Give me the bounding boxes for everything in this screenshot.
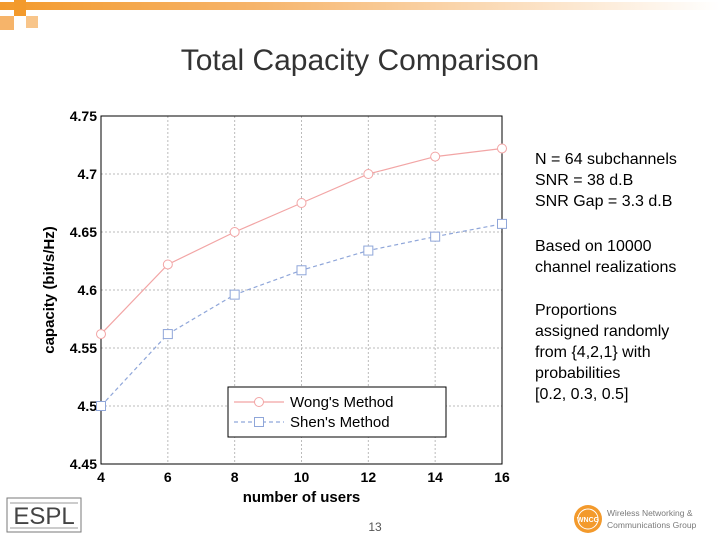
y-tick-label: 4.5 [78, 398, 98, 414]
x-tick-label: 10 [294, 469, 310, 485]
page-number: 13 [368, 520, 382, 534]
note-parameters: N = 64 subchannels SNR = 38 d.B SNR Gap … [535, 149, 677, 212]
legend-box [227, 386, 447, 438]
data-point-shen [296, 265, 307, 276]
data-point-shen [363, 245, 374, 256]
plot-frame [100, 115, 503, 465]
wncg-logo-line1: Wireless Networking & [607, 508, 693, 518]
slide-title: Total Capacity Comparison [180, 44, 540, 77]
y-tick-label: 4.55 [70, 340, 97, 356]
y-tick-label: 4.45 [70, 456, 97, 472]
note-realizations: Based on 10000 channel realizations [535, 236, 676, 278]
x-tick-label: 14 [427, 469, 443, 485]
note-line: SNR Gap = 3.3 d.B [535, 193, 673, 210]
data-point-shen [96, 401, 106, 411]
legend-marker-square [254, 417, 264, 427]
y-axis-label: capacity (bit/s/Hz) [41, 226, 58, 354]
note-line: Proportions [535, 302, 617, 319]
data-point-shen [430, 231, 441, 242]
note-line: SNR = 38 d.B [535, 172, 634, 189]
note-proportions: Proportions assigned randomly from {4,2,… [535, 300, 669, 405]
note-line: [0.2, 0.3, 0.5] [535, 386, 629, 403]
data-point-shen [162, 329, 173, 340]
legend-entry: Wong's Method [290, 394, 393, 411]
wncg-logo: WNCG Wireless Networking & Communication… [574, 505, 697, 533]
note-line: Based on 10000 [535, 238, 652, 255]
data-point-shen [497, 218, 507, 229]
data-point-wong [96, 329, 106, 340]
data-point-wong [296, 198, 307, 208]
y-tick-label: 4.65 [70, 224, 97, 240]
data-point-wong [162, 259, 173, 270]
data-point-shen [229, 289, 240, 300]
y-tick-label: 4.6 [78, 282, 98, 298]
legend-marker-circle [254, 397, 264, 407]
x-axis-label: number of users [243, 489, 361, 506]
y-tick-label: 4.75 [70, 108, 97, 124]
x-tick-label: 6 [164, 469, 172, 485]
y-tick-label: 4.7 [78, 166, 98, 182]
note-line: assigned randomly [535, 323, 670, 340]
top-decoration-bar [0, 0, 720, 30]
capacity-line-chart: 4 6 8 10 12 14 16 4.45 4.5 4.55 4.6 4.65 4.7 4.75 numb… [41, 108, 510, 506]
note-line: from {4,2,1} with [535, 344, 651, 361]
x-tick-label: 16 [494, 469, 510, 485]
x-tick-label: 4 [97, 469, 105, 485]
x-tick-label: 8 [231, 469, 239, 485]
data-point-wong [229, 227, 240, 237]
espl-logo-text: ESPL [13, 503, 74, 530]
data-point-wong [497, 143, 507, 154]
x-tick-label: 12 [361, 469, 377, 485]
espl-logo: ESPL [6, 497, 82, 533]
note-line: channel realizations [535, 259, 677, 276]
legend-entry: Shen's Method [290, 414, 390, 431]
note-line: probabilities [535, 365, 621, 382]
wncg-logo-line2: Communications Group [607, 520, 697, 530]
wncg-badge-text: WNCG [577, 517, 600, 524]
data-point-wong [363, 169, 374, 179]
note-line: N = 64 subchannels [535, 151, 677, 168]
data-point-wong [430, 151, 441, 162]
